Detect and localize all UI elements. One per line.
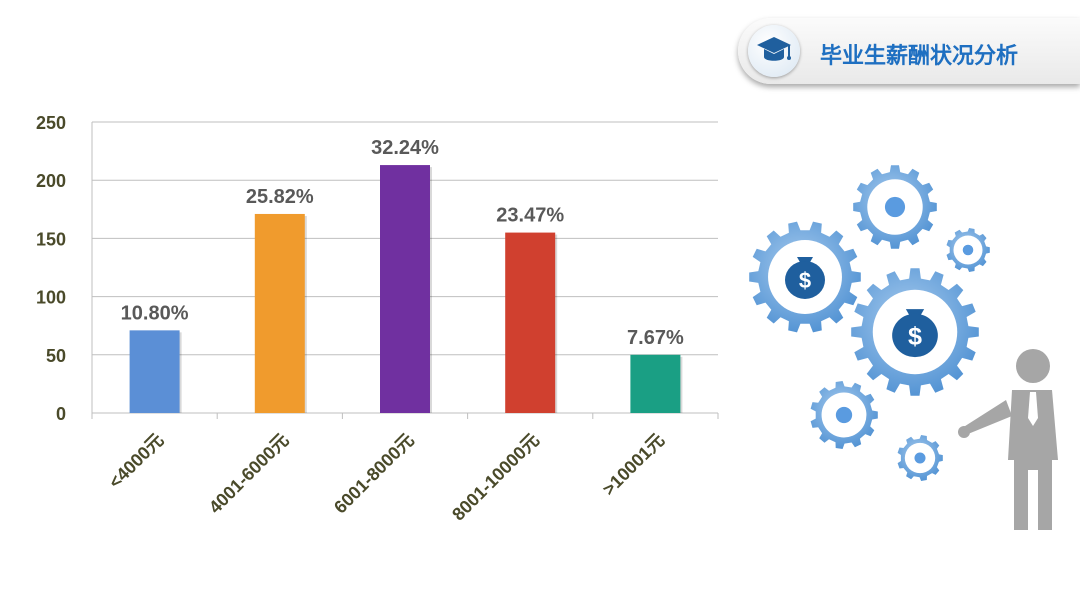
gears-illustration: $$ xyxy=(749,165,1058,530)
data-label: 32.24% xyxy=(371,137,439,159)
y-tick-label: 200 xyxy=(36,171,66,191)
gear-icon: $ xyxy=(749,221,861,333)
data-label: 23.47% xyxy=(496,205,564,227)
x-tick-label: >10001元 xyxy=(599,430,669,500)
gear-icon xyxy=(946,228,990,272)
y-tick-label: 250 xyxy=(36,113,66,133)
x-tick-label: 6001-8000元 xyxy=(330,430,418,518)
bar xyxy=(630,354,681,413)
x-tick-label: <4000元 xyxy=(105,430,168,493)
dollar-sign-icon: $ xyxy=(908,323,922,351)
gear-icon xyxy=(897,435,943,481)
money-bag-icon: $ xyxy=(785,257,825,299)
gear-icon xyxy=(810,381,878,449)
data-label: 10.80% xyxy=(121,302,189,324)
gear-icon xyxy=(853,165,937,249)
bar-chart: 0 50 100 150 200 250 10.80% <4000元 25.82% 4001-60… xyxy=(36,113,719,525)
x-tick-label: 4001-6000元 xyxy=(205,430,293,518)
data-label: 25.82% xyxy=(246,186,314,208)
gear-icon: $ xyxy=(851,268,979,396)
header-banner: 毕业生薪酬状况分析 xyxy=(738,18,1080,84)
page-title: 毕业生薪酬状况分析 xyxy=(820,43,1019,68)
bar xyxy=(380,165,430,413)
x-tick-label: 8001-10000元 xyxy=(448,430,543,525)
data-label: 7.67% xyxy=(627,327,684,349)
bar xyxy=(505,232,556,413)
y-tick-label: 50 xyxy=(46,346,66,366)
chart-bars xyxy=(129,165,683,413)
money-bag-icon: $ xyxy=(892,309,938,358)
y-tick-label: 0 xyxy=(56,404,66,424)
chart-labels: 0 50 100 150 200 250 10.80% <4000元 25.82% 4001-60… xyxy=(36,113,684,525)
dollar-sign-icon: $ xyxy=(799,268,811,293)
businessman-icon xyxy=(958,349,1058,530)
bar xyxy=(129,330,180,413)
bar xyxy=(254,213,305,413)
y-tick-label: 100 xyxy=(36,288,66,308)
graduation-cap-icon xyxy=(748,25,800,77)
y-tick-label: 150 xyxy=(36,229,66,249)
